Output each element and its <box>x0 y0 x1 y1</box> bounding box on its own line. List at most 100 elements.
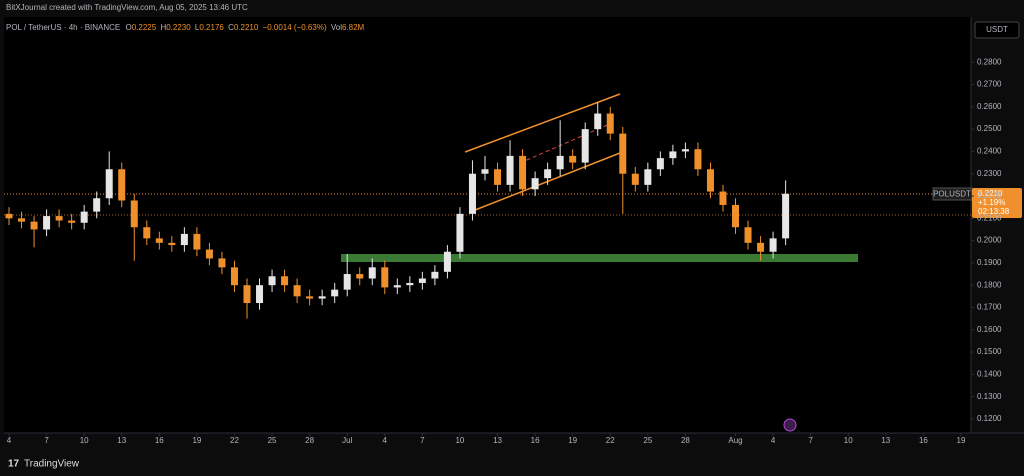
candle-body <box>594 113 602 130</box>
y-tick-label: 0.1700 <box>977 303 1002 312</box>
candle-body <box>356 274 364 279</box>
footer-brand: TradingView <box>24 459 80 470</box>
candle-body <box>757 242 765 252</box>
candle-body <box>581 129 589 163</box>
x-tick-label: 16 <box>919 436 928 445</box>
event-icon[interactable] <box>783 418 797 432</box>
candle-body <box>118 169 126 201</box>
x-tick-label: 28 <box>681 436 690 445</box>
candle-body <box>230 267 238 286</box>
y-tick-label: 0.2200 <box>977 191 1002 200</box>
volume-value: 6.82M <box>342 23 365 32</box>
change: −0.0014 (−0.63%) <box>263 23 327 32</box>
candle-body <box>694 149 702 170</box>
legend: POL / TetherUS · 4h · BINANCE O0.2225 H0… <box>6 23 365 32</box>
candle-body <box>5 213 13 219</box>
channel-mid <box>519 122 613 164</box>
candle-body <box>569 155 577 163</box>
x-tick-label: 4 <box>771 436 776 445</box>
price-tag-box <box>972 188 1022 218</box>
y-tick-label: 0.2000 <box>977 236 1002 245</box>
ohlc-key: H <box>160 23 166 32</box>
x-tick-label: 19 <box>192 436 201 445</box>
y-tick-label: 0.2300 <box>977 169 1002 178</box>
candle-body <box>769 238 777 252</box>
candle-body <box>531 178 539 190</box>
x-tick-label: 22 <box>230 436 239 445</box>
x-tick-label: 7 <box>44 436 49 445</box>
ohlc-value: 0.2176 <box>199 23 224 32</box>
candle-body <box>343 274 351 290</box>
x-tick-label: 10 <box>80 436 89 445</box>
candle-body <box>293 285 301 297</box>
y-tick-label: 0.2800 <box>977 57 1002 66</box>
ohlc-key: C <box>228 23 234 32</box>
candle-body <box>681 149 689 152</box>
candle-body <box>606 113 614 134</box>
y-tick-label: 0.2600 <box>977 102 1002 111</box>
x-tick-label: 16 <box>155 436 164 445</box>
candle-body <box>18 218 26 222</box>
support-zone <box>341 254 858 262</box>
candle-body <box>544 169 552 179</box>
x-tick-label: 25 <box>643 436 652 445</box>
candle-body <box>481 169 489 174</box>
candle-body <box>556 155 564 170</box>
candle-body <box>205 249 213 259</box>
y-tick-label: 0.1900 <box>977 258 1002 267</box>
candle-body <box>105 169 113 199</box>
ohlc-value: 0.2225 <box>132 23 157 32</box>
y-tick-label: 0.2400 <box>977 147 1002 156</box>
candle-body <box>168 242 176 246</box>
candle-body <box>381 267 389 288</box>
x-tick-label: 13 <box>117 436 126 445</box>
y-tick-label: 0.1200 <box>977 414 1002 423</box>
candle-body <box>180 233 188 246</box>
candle-body <box>243 285 251 304</box>
x-tick-label: 16 <box>531 436 540 445</box>
candle-body <box>431 271 439 279</box>
ohlc-value: 0.2210 <box>234 23 259 32</box>
ohlc-key: O <box>126 23 132 32</box>
candle-body <box>130 200 138 228</box>
candle-body <box>619 133 627 174</box>
candle-body <box>782 193 790 239</box>
candle-body <box>631 173 639 185</box>
price-tag-countdown: 02:13:38 <box>978 207 1010 216</box>
candles <box>5 102 790 319</box>
candle-body <box>656 158 664 170</box>
x-tick-label: 25 <box>268 436 277 445</box>
price-tag-change: +1.19% <box>978 198 1005 207</box>
x-tick-label: 13 <box>493 436 502 445</box>
y-tick-label: 0.2700 <box>977 80 1002 89</box>
candle-body <box>143 227 151 239</box>
y-tick-label: 0.1600 <box>977 325 1002 334</box>
ohlc-value: 0.2230 <box>166 23 191 32</box>
candle-body <box>732 204 740 228</box>
candle-body <box>393 285 401 288</box>
candle-body <box>719 191 727 205</box>
candle-body <box>155 238 163 243</box>
x-tick-label: 10 <box>844 436 853 445</box>
price-tag-symbol: POLUSDT <box>933 190 971 199</box>
candle-body <box>55 216 63 221</box>
candle-body <box>281 276 289 286</box>
candle-body <box>193 233 201 250</box>
currency: USDT <box>986 25 1008 34</box>
volume-key: Vol <box>331 23 342 32</box>
plot-area <box>4 17 971 433</box>
candle-body <box>318 296 326 299</box>
x-tick-label: Jul <box>342 436 352 445</box>
y-tick-label: 0.1500 <box>977 347 1002 356</box>
x-tick-label: 22 <box>606 436 615 445</box>
candle-body <box>744 227 752 243</box>
candle-body <box>30 221 38 230</box>
candle-body <box>519 155 527 190</box>
symbol: POL / TetherUS · 4h · BINANCE <box>6 23 120 32</box>
x-tick-label: 28 <box>305 436 314 445</box>
y-tick-label: 0.1400 <box>977 369 1002 378</box>
candle-body <box>456 213 464 252</box>
credit: BitXJournal created with TradingView.com… <box>6 3 248 12</box>
candle-body <box>506 155 514 185</box>
